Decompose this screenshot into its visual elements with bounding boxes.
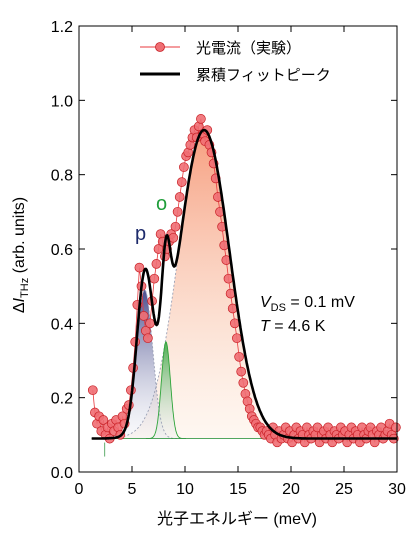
data-point — [98, 415, 109, 425]
axes: 0 5 10 15 20 25 30 0.0 0.2 0.4 0.6 0.8 1.0 1.2 — [51, 19, 406, 498]
peak-o-label: o — [156, 193, 167, 215]
data-point — [174, 192, 185, 202]
data-point — [151, 259, 162, 269]
x-tick-label: 30 — [388, 481, 406, 498]
y-tick-label: 1.2 — [51, 19, 73, 36]
data-point — [179, 162, 189, 173]
temperature-annotation: T = 4.6 K — [260, 318, 326, 335]
x-axis-title: 光子エネルギー (meV) — [157, 510, 317, 528]
data-point — [236, 366, 247, 377]
y-title-symbol: I — [11, 297, 28, 302]
y-tick-label: 0.8 — [51, 168, 73, 185]
peak-p-label: p — [135, 223, 146, 245]
component-fills — [91, 130, 319, 439]
fit-curve-layer — [91, 128, 398, 440]
data-point — [145, 318, 155, 329]
vds-annotation: VDS = 0.1 mV — [260, 294, 355, 314]
legend-fit-label: 累積フィットピーク — [196, 67, 331, 84]
y-tick-label: 0.6 — [51, 242, 73, 259]
data-point — [176, 177, 187, 187]
fit-curve — [91, 128, 398, 440]
data-point — [238, 377, 249, 388]
data-point — [234, 351, 244, 362]
data-point — [149, 273, 160, 284]
y-tick-label: 0.2 — [51, 391, 73, 408]
component-curve-o — [145, 341, 186, 439]
component-fill-p — [108, 289, 181, 439]
data-point — [196, 114, 206, 124]
vds-value: = 0.1 mV — [286, 294, 355, 311]
y-tick-label: 0.0 — [51, 465, 73, 482]
x-tick-label: 5 — [128, 481, 137, 498]
legend: 光電流（実験） 累積フィットピーク — [140, 40, 331, 84]
y-title-units: (arb. units) — [11, 197, 28, 278]
y-tick-label: 0.4 — [51, 316, 73, 333]
data-point — [232, 333, 242, 344]
vds-symbol: V — [260, 294, 272, 311]
data-point — [229, 318, 240, 329]
y-axis-title: ΔITHz (arb. units) — [11, 197, 31, 313]
vds-subscript: DS — [271, 302, 286, 314]
y-title-subscript: THz — [19, 278, 31, 298]
data-point — [391, 422, 401, 433]
x-tick-label: 25 — [335, 481, 353, 498]
x-tick-label: 10 — [176, 481, 194, 498]
legend-measured-marker — [155, 42, 165, 52]
data-point — [134, 262, 145, 273]
x-tick-label: 0 — [75, 481, 84, 498]
component-fill-o — [145, 341, 186, 439]
data-point — [87, 385, 98, 396]
temp-symbol: T — [260, 318, 271, 335]
data-point — [170, 221, 181, 232]
temp-value: = 4.6 K — [270, 318, 326, 335]
data-point — [143, 333, 153, 344]
data-point — [172, 206, 183, 217]
x-tick-label: 20 — [282, 481, 300, 498]
y-title-delta: Δ — [11, 302, 28, 313]
y-tick-label: 1.0 — [51, 93, 73, 110]
x-tick-label: 15 — [229, 481, 247, 498]
data-point — [138, 311, 149, 321]
legend-measured-label: 光電流（実験） — [196, 40, 301, 57]
component-fill-main — [91, 130, 319, 439]
